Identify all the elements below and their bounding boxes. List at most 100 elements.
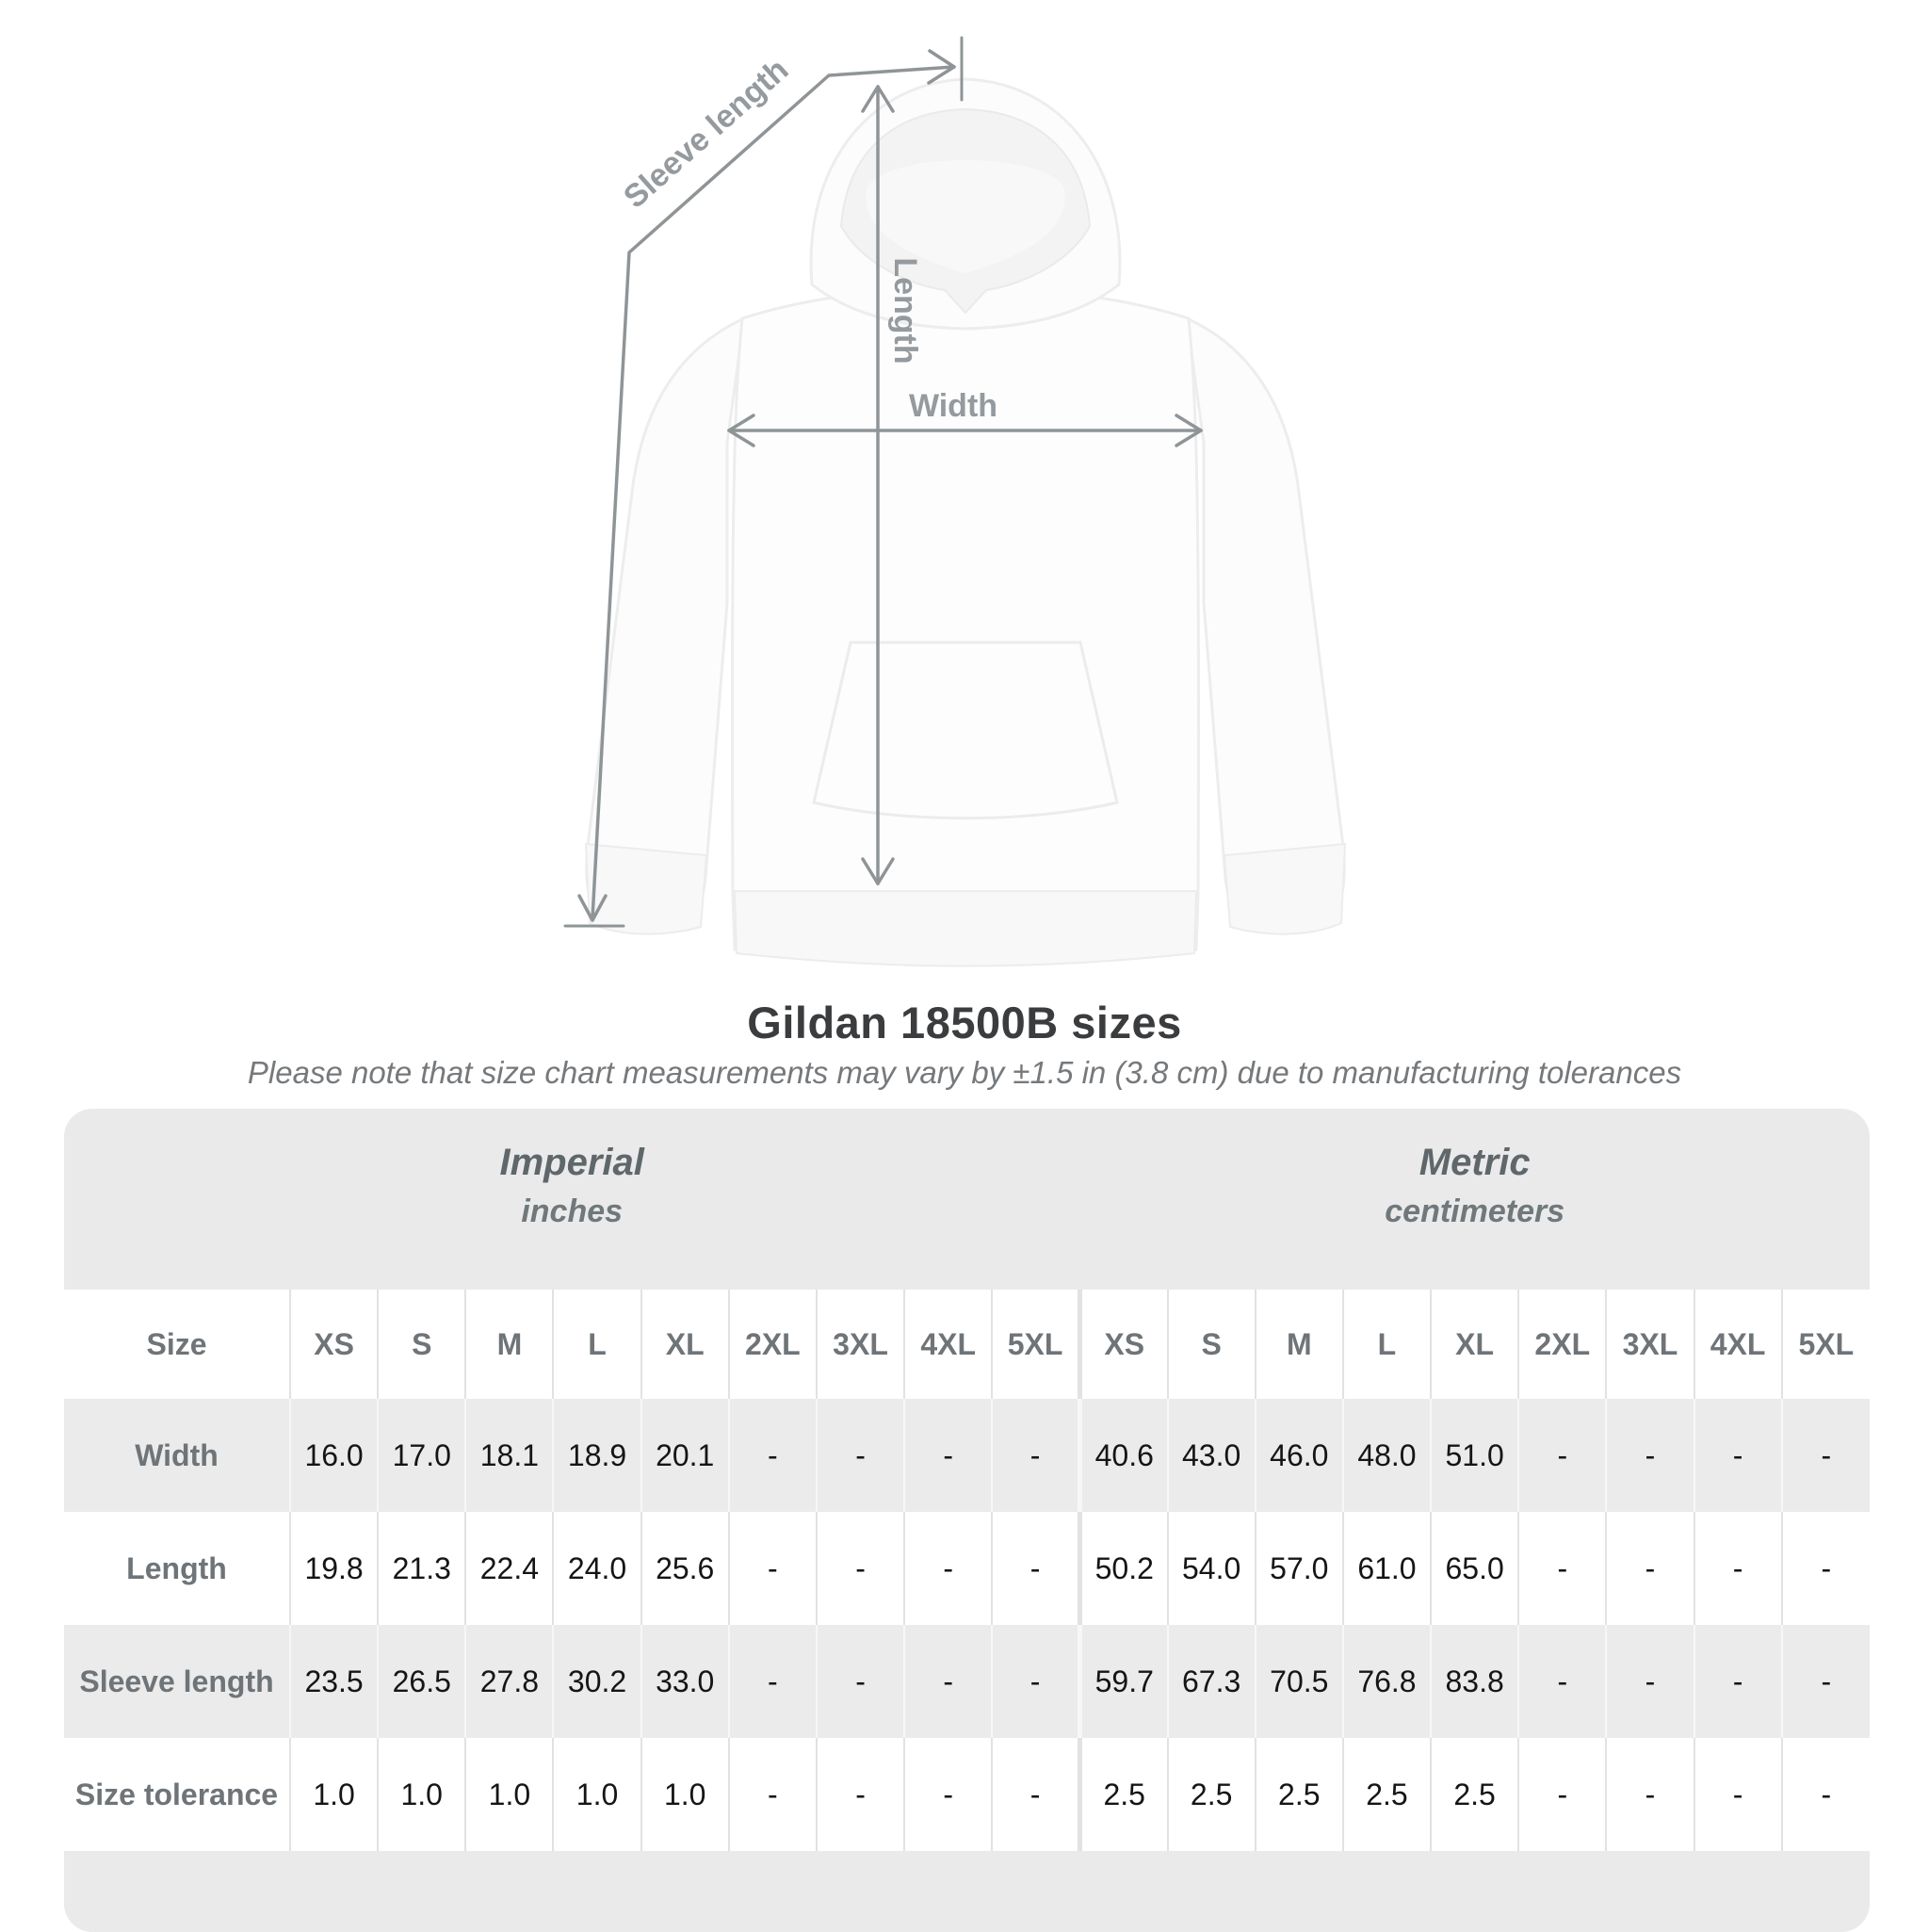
metric-value: - xyxy=(1693,1738,1782,1851)
hoodie-hem-band xyxy=(733,890,1198,967)
hoodie-measurement-diagram: Width Length Sleeve length xyxy=(563,36,1347,967)
metric-value: - xyxy=(1693,1399,1782,1512)
imperial-size-header: XS xyxy=(288,1290,379,1399)
metric-value: 2.5 xyxy=(1077,1738,1168,1851)
metric-value: 76.8 xyxy=(1341,1625,1432,1738)
metric-value: 65.0 xyxy=(1430,1512,1519,1625)
imperial-value: 1.0 xyxy=(552,1738,641,1851)
tolerance-note: Please note that size chart measurements… xyxy=(247,1055,1682,1090)
hoodie-illustration xyxy=(584,77,1347,967)
hoodie-left-cuff xyxy=(584,842,708,935)
sleeve-measure-label: Sleeve length xyxy=(617,52,795,216)
metric-value: 2.5 xyxy=(1430,1738,1519,1851)
metric-size-header: 4XL xyxy=(1693,1290,1782,1399)
metric-value: - xyxy=(1780,1738,1870,1851)
metric-value: - xyxy=(1517,1512,1607,1625)
metric-value: 70.5 xyxy=(1254,1625,1343,1738)
metric-value: 51.0 xyxy=(1430,1399,1519,1512)
imperial-size-header: M xyxy=(464,1290,554,1399)
row-label: Sleeve length xyxy=(64,1625,290,1738)
width-measure-label: Width xyxy=(909,388,997,424)
sleeve-measure-line xyxy=(591,65,956,920)
imperial-value: - xyxy=(727,1625,817,1738)
imperial-value: 26.5 xyxy=(377,1625,466,1738)
row-label: Length xyxy=(64,1512,290,1625)
metric-value: 54.0 xyxy=(1166,1512,1256,1625)
imperial-size-header: 5XL xyxy=(991,1290,1080,1399)
imperial-value: 25.6 xyxy=(640,1512,729,1625)
imperial-value: - xyxy=(991,1512,1080,1625)
width-arrowhead-left xyxy=(727,414,755,447)
imperial-value: 24.0 xyxy=(552,1512,641,1625)
metric-value: 2.5 xyxy=(1341,1738,1432,1851)
table-footer-row xyxy=(64,1851,1870,1932)
metric-value: - xyxy=(1693,1625,1782,1738)
imperial-value: 27.8 xyxy=(464,1625,554,1738)
row-sleeve-length: Sleeve length 23.5 26.5 27.8 30.2 33.0- - - -59.… xyxy=(64,1625,1870,1738)
metric-value: 67.3 xyxy=(1166,1625,1256,1738)
imperial-value: 18.9 xyxy=(552,1399,641,1512)
metric-value: 43.0 xyxy=(1166,1399,1256,1512)
metric-value: - xyxy=(1517,1625,1607,1738)
imperial-value: 30.2 xyxy=(552,1625,641,1738)
imperial-value: - xyxy=(903,1738,993,1851)
imperial-size-header: XL xyxy=(640,1290,729,1399)
metric-size-header: 2XL xyxy=(1517,1290,1607,1399)
imperial-value: - xyxy=(727,1399,817,1512)
size-chart-table: Imperial inches Metric centimeters Size X… xyxy=(64,1109,1870,1932)
metric-value: - xyxy=(1605,1625,1694,1738)
metric-value: - xyxy=(1780,1625,1870,1738)
metric-value: 61.0 xyxy=(1341,1512,1432,1625)
metric-value: - xyxy=(1605,1738,1694,1851)
row-width: Width 16.0 17.0 18.1 18.9 20.1- - - -40.6 43.0 46.… xyxy=(64,1399,1870,1512)
metric-value: - xyxy=(1605,1399,1694,1512)
imperial-value: - xyxy=(815,1625,905,1738)
metric-size-header: 5XL xyxy=(1780,1290,1870,1399)
imperial-value: - xyxy=(991,1399,1080,1512)
row-size-tolerance: Size tolerance 1.0 1.0 1.0 1.0 1.0- - - -2.5 2.5 2… xyxy=(64,1738,1870,1851)
width-arrowhead-right xyxy=(1175,414,1203,447)
metric-size-header: XL xyxy=(1430,1290,1519,1399)
metric-value: 57.0 xyxy=(1254,1512,1343,1625)
imperial-value: - xyxy=(815,1738,905,1851)
metric-value: - xyxy=(1517,1738,1607,1851)
imperial-value: 1.0 xyxy=(464,1738,554,1851)
imperial-group-header: Imperial inches xyxy=(64,1109,1080,1290)
imperial-group-unit: inches xyxy=(521,1193,624,1229)
imperial-value: - xyxy=(815,1399,905,1512)
measurement-lines xyxy=(563,36,1203,928)
metric-value: 46.0 xyxy=(1254,1399,1343,1512)
imperial-value: - xyxy=(991,1625,1080,1738)
metric-value: 2.5 xyxy=(1254,1738,1343,1851)
imperial-value: - xyxy=(727,1512,817,1625)
imperial-value: - xyxy=(903,1399,993,1512)
size-label-header: Size xyxy=(64,1290,290,1399)
imperial-value: - xyxy=(991,1738,1080,1851)
row-label: Size tolerance xyxy=(64,1738,290,1851)
size-header-row: Size XS S M L XL 2XL 3XL 4XL 5XL XS S M L XL 2XL 3XL 4XL 5… xyxy=(64,1290,1870,1399)
hoodie-right-sleeve xyxy=(1185,316,1346,918)
imperial-value: - xyxy=(727,1738,817,1851)
imperial-value: 16.0 xyxy=(288,1399,379,1512)
footer-band xyxy=(64,1851,1870,1932)
imperial-size-header: L xyxy=(552,1290,641,1399)
metric-size-header: L xyxy=(1341,1290,1432,1399)
imperial-value: 1.0 xyxy=(640,1738,729,1851)
sleeve-arrowhead-top xyxy=(927,49,956,85)
metric-size-header: S xyxy=(1166,1290,1256,1399)
metric-value: - xyxy=(1605,1512,1694,1625)
metric-group-name: Metric xyxy=(1418,1142,1531,1183)
page-title: Gildan 18500B sizes xyxy=(747,998,1182,1047)
imperial-value: 18.1 xyxy=(464,1399,554,1512)
length-arrowhead-bottom xyxy=(861,857,895,885)
metric-group-unit: centimeters xyxy=(1385,1193,1565,1229)
imperial-size-header: 4XL xyxy=(903,1290,993,1399)
size-chart-table-card: Imperial inches Metric centimeters Size X… xyxy=(64,1109,1870,1932)
metric-value: 48.0 xyxy=(1341,1399,1432,1512)
imperial-value: 17.0 xyxy=(377,1399,466,1512)
imperial-size-header: S xyxy=(377,1290,466,1399)
imperial-value: - xyxy=(903,1625,993,1738)
hood-inner-panel xyxy=(866,160,1065,273)
length-arrowhead-top xyxy=(861,85,895,113)
imperial-value: 20.1 xyxy=(640,1399,729,1512)
